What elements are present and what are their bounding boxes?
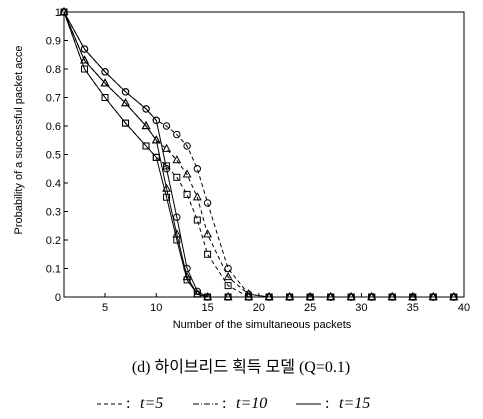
marker bbox=[81, 65, 89, 73]
marker bbox=[122, 119, 130, 127]
marker bbox=[183, 190, 191, 198]
marker bbox=[204, 293, 212, 301]
marker bbox=[121, 88, 130, 96]
marker bbox=[224, 282, 232, 290]
marker bbox=[183, 276, 191, 284]
y-axis-title: Probability of a successful packet acce bbox=[13, 46, 25, 235]
y-tick-label: 0.5 bbox=[46, 150, 61, 162]
marker bbox=[162, 143, 172, 152]
legend-sep: : bbox=[126, 395, 130, 412]
x-axis-title: Number of the simultaneous packets bbox=[173, 319, 352, 331]
marker bbox=[100, 78, 110, 87]
marker bbox=[162, 183, 172, 192]
series-line bbox=[63, 11, 454, 298]
marker bbox=[244, 289, 254, 298]
marker bbox=[173, 130, 181, 139]
marker bbox=[163, 193, 171, 201]
marker bbox=[193, 290, 201, 298]
x-tick-label: 5 bbox=[102, 302, 108, 314]
marker bbox=[173, 173, 181, 181]
legend-sep: : bbox=[222, 395, 226, 412]
x-tick-label: 25 bbox=[304, 302, 316, 314]
marker bbox=[152, 116, 161, 125]
legend-label: t=15 bbox=[339, 395, 370, 412]
y-tick-label: 0.1 bbox=[46, 264, 61, 276]
marker bbox=[388, 293, 396, 301]
marker bbox=[203, 199, 212, 207]
x-tick-label: 20 bbox=[253, 302, 265, 314]
y-tick-label: 0.7 bbox=[46, 93, 61, 105]
legend-label: t=5 bbox=[140, 395, 163, 412]
marker bbox=[142, 142, 150, 150]
marker bbox=[101, 68, 109, 76]
marker bbox=[450, 293, 458, 301]
marker bbox=[223, 272, 233, 281]
y-tick-label: 1 bbox=[55, 7, 61, 19]
marker bbox=[286, 293, 294, 301]
plot-frame bbox=[63, 11, 465, 298]
marker bbox=[368, 293, 376, 301]
marker bbox=[80, 55, 89, 64]
marker bbox=[204, 250, 212, 258]
marker bbox=[60, 8, 68, 16]
y-tick-label: 0.6 bbox=[46, 121, 61, 133]
marker bbox=[193, 165, 202, 173]
marker bbox=[173, 213, 181, 221]
marker bbox=[152, 153, 160, 161]
marker bbox=[409, 293, 417, 301]
marker bbox=[172, 155, 182, 164]
marker bbox=[182, 169, 192, 178]
y-tick-label: 0.9 bbox=[46, 36, 61, 48]
y-tick-label: 0.4 bbox=[46, 178, 61, 190]
marker bbox=[151, 135, 161, 144]
marker bbox=[163, 162, 171, 170]
series-line bbox=[63, 11, 454, 298]
x-tick-label: 15 bbox=[201, 302, 213, 314]
series-line bbox=[63, 11, 454, 298]
x-tick-label: 30 bbox=[355, 302, 367, 314]
x-tick-label: 35 bbox=[407, 302, 419, 314]
series-line bbox=[63, 11, 454, 298]
marker bbox=[162, 122, 171, 130]
marker bbox=[101, 94, 109, 101]
marker bbox=[173, 236, 181, 244]
marker bbox=[80, 45, 89, 53]
marker bbox=[141, 120, 151, 130]
y-tick-label: 0 bbox=[55, 292, 61, 304]
series-line bbox=[63, 11, 454, 298]
legend: : t=5 : t=10 : t=15 bbox=[97, 395, 370, 412]
marker bbox=[306, 293, 314, 301]
marker bbox=[327, 293, 335, 301]
marker bbox=[203, 229, 213, 238]
marker bbox=[142, 105, 150, 113]
marker bbox=[347, 293, 355, 301]
marker bbox=[193, 216, 201, 224]
marker bbox=[224, 293, 232, 301]
marker bbox=[429, 293, 437, 301]
marker bbox=[183, 142, 191, 150]
marker bbox=[245, 293, 253, 301]
legend-sep: : bbox=[325, 395, 329, 412]
x-tick-label: 40 bbox=[458, 302, 470, 314]
y-tick-label: 0.3 bbox=[46, 207, 61, 219]
marker bbox=[121, 98, 130, 107]
marker bbox=[265, 293, 273, 301]
y-tick-label: 0.8 bbox=[46, 64, 61, 76]
x-tick-label: 10 bbox=[150, 302, 162, 314]
marker bbox=[192, 192, 202, 201]
y-tick-label: 0.2 bbox=[46, 235, 61, 247]
caption: (d) 하이브리드 획득 모델 (Q=0.1) bbox=[132, 358, 350, 376]
legend-label: t=10 bbox=[236, 395, 267, 412]
marker bbox=[224, 264, 232, 273]
series-line bbox=[63, 11, 454, 298]
